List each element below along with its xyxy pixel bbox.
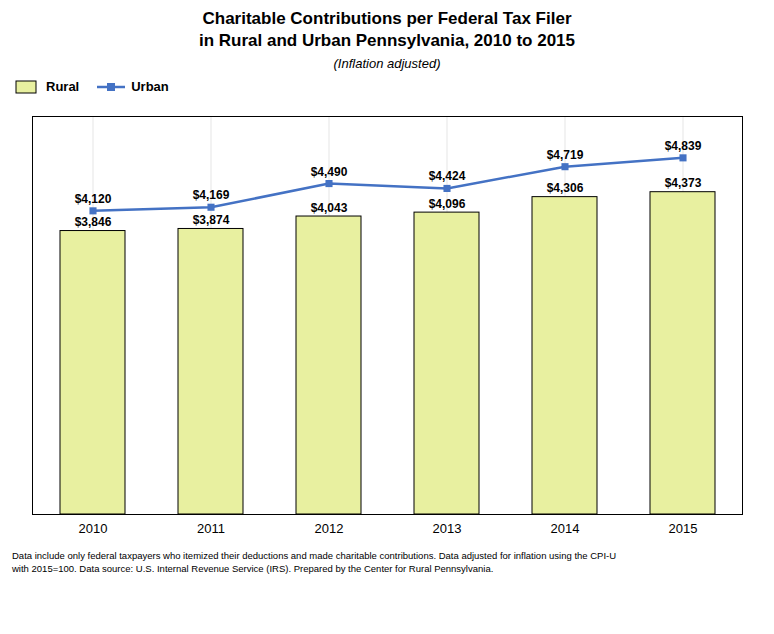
html-text:(Inflation adjusted): (Inflation adjusted) (333, 56, 441, 72)
svg-text:$4,490: $4,490 (311, 165, 348, 179)
svg-text:2015: 2015 (669, 521, 698, 536)
svg-text:$4,424: $4,424 (429, 170, 466, 184)
svg-text:2011: 2011 (197, 521, 225, 536)
svg-text:$4,096: $4,096 (429, 197, 466, 211)
svg-text:2012: 2012 (315, 521, 344, 536)
svg-text:$4,120: $4,120 (75, 192, 112, 206)
svg-text:$4,169: $4,169 (193, 188, 230, 202)
html-text:Charitable Contributions per F: Charitable Contributions per Federal Tax… (199, 9, 575, 51)
html-text:Rural: Rural (46, 79, 80, 95)
svg-text:2010: 2010 (79, 521, 108, 536)
html-text:Urban: Urban (131, 79, 169, 95)
svg-text:$3,874: $3,874 (193, 213, 230, 227)
svg-text:$4,043: $4,043 (311, 201, 348, 215)
svg-text:$4,373: $4,373 (665, 176, 702, 190)
html-text:with 2015=100. Data source: U.: with 2015=100. Data source: U.S. Interna… (12, 563, 494, 574)
svg-text:$4,719: $4,719 (547, 148, 584, 162)
svg-text:2013: 2013 (433, 521, 462, 536)
html-text:Data include only federal taxp: Data include only federal taxpayers who … (12, 550, 617, 562)
svg-text:$3,846: $3,846 (75, 215, 112, 229)
svg-text:2014: 2014 (551, 521, 580, 536)
svg-text:$4,839: $4,839 (665, 139, 702, 153)
svg-text:$4,306: $4,306 (547, 181, 584, 195)
